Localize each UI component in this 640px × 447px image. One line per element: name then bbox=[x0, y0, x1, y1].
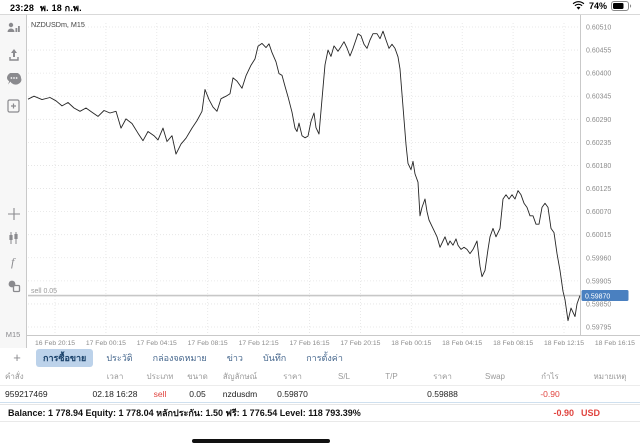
table-cell[interactable]: 0.59870 bbox=[277, 389, 308, 399]
balance-summary: Balance: 1 778.94 Equity: 1 778.04 หลักป… bbox=[8, 408, 361, 418]
y-axis-tick: 0.60510 bbox=[586, 25, 611, 32]
tab-history[interactable]: ประวัติ bbox=[106, 352, 133, 363]
table-header-cell: Swap bbox=[484, 371, 505, 381]
y-axis-tick: 0.60015 bbox=[586, 232, 611, 239]
table-cell[interactable]: 959217469 bbox=[5, 389, 48, 399]
notifications-icon[interactable] bbox=[5, 46, 22, 63]
x-axis-label: 17 Feb 04:15 bbox=[137, 340, 177, 347]
table-cell[interactable] bbox=[580, 386, 640, 402]
y-axis-tick: 0.59905 bbox=[586, 278, 611, 285]
x-axis-label: 18 Feb 08:15 bbox=[493, 340, 533, 347]
table-cell[interactable]: sell bbox=[153, 389, 167, 399]
table-header-cell: ราคา bbox=[283, 371, 302, 381]
timeframe-button[interactable]: M15 bbox=[5, 330, 21, 339]
panel-tab-bar: + การซื้อขาย ประวัติ กล่องจดหมาย ข่าว บันทึก… bbox=[0, 348, 640, 367]
tab-settings[interactable]: การตั้งค่า bbox=[306, 352, 343, 363]
crosshair-icon[interactable] bbox=[5, 205, 22, 222]
battery-percent: 74% bbox=[588, 1, 607, 11]
table-header-cell: ราคา bbox=[433, 371, 452, 381]
x-axis-label: 16 Feb 20:15 bbox=[35, 340, 75, 347]
y-axis-tick: 0.60290 bbox=[586, 117, 611, 124]
y-axis-tick: 0.60180 bbox=[586, 163, 611, 170]
table-cell[interactable]: 0.05 bbox=[189, 389, 206, 399]
positions-table-header: คำสั่ง เวลา ประเภท ขนาด สัญลักษณ์ ราคา S/L T/P ร… bbox=[0, 367, 640, 386]
table-header-cell: ประเภท bbox=[146, 371, 174, 381]
y-axis-tick: 0.60070 bbox=[586, 209, 611, 216]
chart-area: 0.60510 0.60455 0.60400 0.60345 0.60290 0.602… bbox=[27, 14, 640, 348]
table-cell[interactable] bbox=[368, 386, 415, 402]
y-axis-tick: 0.60345 bbox=[586, 94, 611, 101]
table-header-cell: กำไร bbox=[541, 371, 559, 381]
table-cell[interactable] bbox=[320, 386, 368, 402]
x-axis-label: 17 Feb 00:15 bbox=[86, 340, 126, 347]
profit-currency: USD bbox=[580, 408, 600, 418]
x-axis-label: 18 Feb 04:15 bbox=[442, 340, 482, 347]
add-tab-button[interactable]: + bbox=[13, 349, 21, 365]
tab-mailbox[interactable]: กล่องจดหมาย bbox=[152, 352, 207, 363]
bottom-safe-area bbox=[0, 422, 640, 447]
new-order-icon[interactable] bbox=[5, 97, 22, 114]
account-summary-bar: Balance: 1 778.94 Equity: 1 778.04 หลักป… bbox=[0, 404, 640, 422]
y-axis-tick: 0.60400 bbox=[586, 71, 611, 78]
table-cell[interactable] bbox=[470, 386, 520, 402]
x-axis-label: 18 Feb 00:15 bbox=[391, 340, 431, 347]
status-bar: 23:28 พ. 18 ก.พ. 74% bbox=[0, 0, 640, 14]
current-price-badge bbox=[581, 290, 629, 302]
table-cell[interactable]: -0.90 bbox=[540, 389, 560, 399]
status-time: 23:28 bbox=[10, 3, 35, 13]
table-header-cell: สัญลักษณ์ bbox=[222, 371, 258, 381]
x-axis-label: 17 Feb 12:15 bbox=[239, 340, 279, 347]
objects-icon[interactable] bbox=[5, 277, 22, 294]
wifi-icon bbox=[572, 1, 585, 10]
chat-icon[interactable] bbox=[5, 71, 22, 88]
y-axis-tick: 0.60455 bbox=[586, 48, 611, 55]
symbol-title: NZDUSDm, M15 bbox=[31, 20, 85, 29]
x-axis-label: 17 Feb 08:15 bbox=[188, 340, 228, 347]
tab-news[interactable]: ข่าว bbox=[226, 352, 243, 363]
y-axis-tick: 0.60235 bbox=[586, 140, 611, 147]
x-axis-label: 17 Feb 16:15 bbox=[289, 340, 329, 347]
position-row[interactable]: 959217469 02.18 16:28 sell 0.05 nzdusdm 0.598… bbox=[0, 386, 640, 403]
table-header-cell: ขนาด bbox=[187, 371, 208, 381]
battery-icon bbox=[611, 1, 632, 11]
trader-account-icon[interactable] bbox=[5, 20, 22, 37]
table-cell[interactable]: 02.18 16:28 bbox=[92, 389, 138, 399]
table-header-cell: T/P bbox=[385, 371, 398, 381]
candles-icon[interactable] bbox=[5, 229, 22, 246]
tab-journal[interactable]: บันทึก bbox=[262, 352, 287, 363]
floating-profit: -0.90 bbox=[553, 408, 574, 418]
y-axis-tick: 0.59795 bbox=[586, 325, 611, 332]
status-clock: 23:28 พ. 18 ก.พ. bbox=[10, 1, 82, 15]
home-indicator[interactable] bbox=[192, 439, 330, 443]
price-line-series bbox=[27, 30, 581, 322]
x-axis-label: 17 Feb 20:15 bbox=[340, 340, 380, 347]
y-axis-tick: 0.59960 bbox=[586, 255, 611, 262]
price-chart-canvas[interactable]: 0.60510 0.60455 0.60400 0.60345 0.60290 0.602… bbox=[27, 15, 640, 348]
svg-text:f: f bbox=[11, 255, 16, 269]
table-cell[interactable]: 0.59888 bbox=[427, 389, 458, 399]
sell-position-label: sell 0.05 bbox=[31, 288, 57, 295]
status-date: พ. 18 ก.พ. bbox=[40, 3, 82, 13]
table-header-cell: เวลา bbox=[106, 371, 124, 381]
x-axis-label: 18 Feb 12:15 bbox=[544, 340, 584, 347]
y-axis-tick: 0.60125 bbox=[586, 186, 611, 193]
y-axis-tick: 0.59850 bbox=[586, 301, 611, 308]
x-axis-label: 18 Feb 16:15 bbox=[595, 340, 635, 347]
table-header-cell: คำสั่ง bbox=[5, 371, 24, 381]
table-header-cell: หมายเหตุ bbox=[593, 371, 627, 381]
indicators-icon[interactable]: f bbox=[5, 253, 22, 270]
chart-toolbar: f M15 bbox=[0, 14, 27, 348]
table-cell[interactable]: nzdusdm bbox=[222, 389, 258, 399]
tab-trading[interactable]: การซื้อขาย bbox=[36, 348, 94, 367]
table-header-cell: S/L bbox=[337, 371, 350, 381]
current-price-text: 0.59870 bbox=[585, 293, 610, 300]
